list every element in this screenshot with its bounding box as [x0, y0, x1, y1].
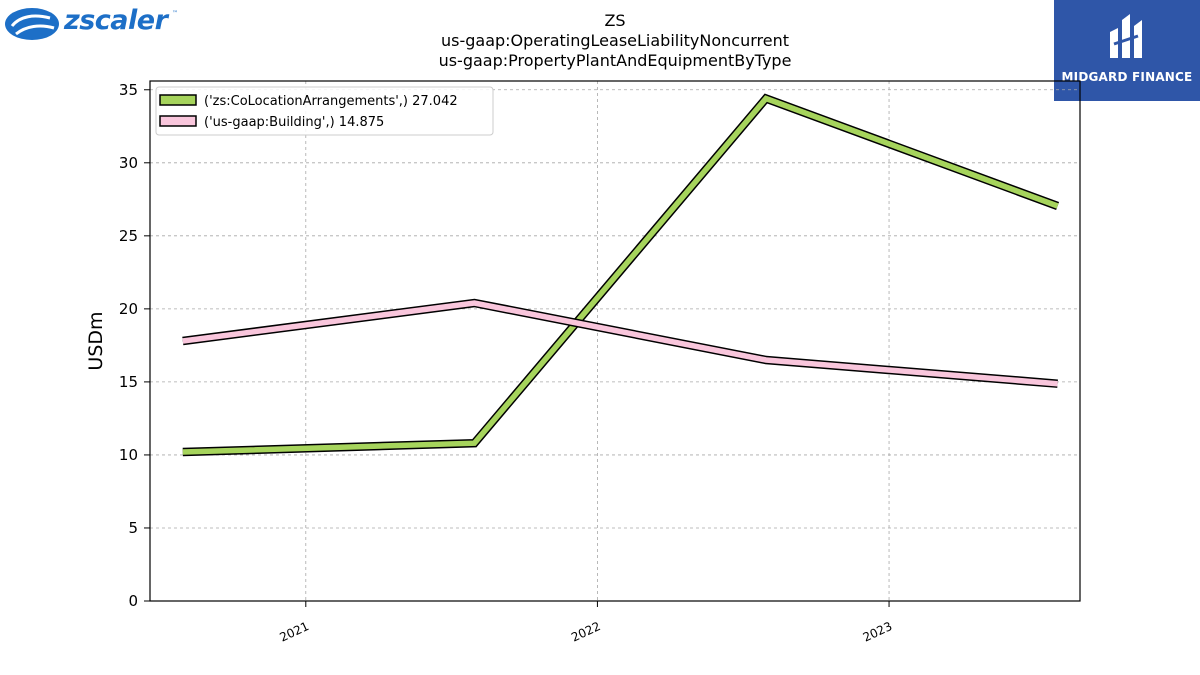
- title-line: ZS: [604, 11, 625, 30]
- zscaler-trademark: ™: [172, 10, 178, 17]
- title-line: us-gaap:PropertyPlantAndEquipmentByType: [439, 51, 792, 70]
- y-tick-label: 30: [119, 154, 138, 172]
- title-line: us-gaap:OperatingLeaseLiabilityNoncurren…: [441, 31, 789, 50]
- series-lines: [182, 93, 1060, 457]
- midgard-finance-logo: MIDGARD FINANCE: [1054, 0, 1200, 101]
- legend: ('zs:CoLocationArrangements',) 27.042 ('u…: [155, 86, 494, 136]
- y-axis-label: USDm: [85, 311, 107, 370]
- y-tick-label: 35: [119, 81, 138, 99]
- x-tick-label: 2022: [569, 619, 603, 645]
- midgard-emblem-icon: [1110, 14, 1142, 58]
- x-tick-label: 2023: [861, 619, 895, 645]
- y-tick-label: 5: [128, 519, 138, 537]
- zscaler-wordmark: zscaler: [64, 5, 168, 36]
- zscaler-logo: zscaler ™: [4, 4, 184, 44]
- plot-frame: [149, 80, 1081, 602]
- series-0-outline: [182, 93, 1060, 457]
- y-tick-label: 10: [119, 446, 138, 464]
- legend-entry-label: ('us-gaap:Building',) 14.875: [204, 115, 384, 130]
- legend-swatch: [159, 94, 197, 106]
- x-tick-label: 2021: [277, 619, 311, 645]
- legend-entry-label: ('zs:CoLocationArrangements',) 27.042: [204, 94, 458, 109]
- y-tick-label: 25: [119, 227, 138, 245]
- midgard-finance-wordmark: MIDGARD FINANCE: [1061, 70, 1193, 84]
- legend-box: [155, 86, 494, 136]
- series-1-line: [182, 300, 1058, 387]
- axes: 0 5 10 15 20 25 30 35 2021 2022 2023 USDm: [85, 80, 1081, 645]
- y-tick-label: 0: [128, 592, 138, 610]
- zscaler-cloud-icon: [5, 8, 59, 40]
- grid-lines: [150, 81, 1080, 601]
- y-tick-label: 20: [119, 300, 138, 318]
- chart-title: ZSus-gaap:OperatingLeaseLiabilityNoncurr…: [439, 11, 792, 70]
- legend-swatch: [159, 115, 197, 127]
- y-tick-label: 15: [119, 373, 138, 391]
- series-0-line: [182, 95, 1059, 455]
